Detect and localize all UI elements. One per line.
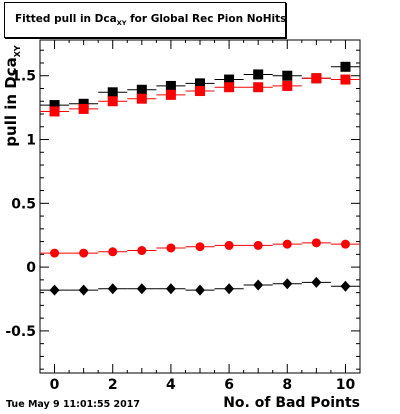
x-tick-label: 6 [224,377,234,393]
y-tick-label: 0.5 [11,196,36,212]
data-point-circle [224,240,234,250]
y-axis-label-subscript: XY [13,45,22,58]
y-tick-label: 0 [26,260,36,276]
data-point-diamond [282,278,293,290]
data-point-circle [166,243,176,253]
data-point-diamond [340,280,351,292]
data-point-square [195,86,205,97]
data-point-square [340,74,351,85]
data-point-square [311,73,322,84]
data-point-circle [311,238,321,248]
data-point-square [78,103,89,114]
timestamp: Tue May 9 11:01:55 2017 [6,399,140,410]
x-tick-label: 10 [336,377,356,393]
data-point-square [340,61,351,72]
data-point-square [282,80,293,91]
x-tick-label: 0 [50,377,60,393]
y-axis-label: pull in DcaXY [2,45,22,147]
x-tick-label: 2 [108,377,118,393]
data-point-diamond [136,283,147,295]
data-point-square [107,96,118,107]
data-point-square [136,93,147,104]
data-point-diamond [224,283,235,295]
data-point-circle [50,248,60,258]
x-tick-label: 4 [166,377,176,393]
data-point-square [282,70,293,81]
data-point-square [253,69,264,80]
data-point-square [136,84,147,95]
data-point-square [224,82,235,93]
y-tick-label: 1.5 [11,69,36,85]
data-point-square [78,98,89,109]
x-axis: 0 2 4 6 8 10 [50,40,361,393]
data-point-diamond [195,284,205,296]
data-point-square [224,74,235,85]
data-point-square [253,82,264,93]
data-point-diamond [311,276,322,288]
data-point-diamond [49,284,60,296]
data-point-circle [195,242,205,252]
data-point-square [165,80,176,91]
data-point-square [49,106,60,117]
title-box: Fitted pull in DcaXY for Global Rec Pion… [4,2,286,38]
data-point-diamond [78,284,89,296]
data-point-circle [108,247,118,257]
data-point-diamond [253,279,264,291]
data-point-square [49,100,60,111]
title-subscript: XY [116,19,127,27]
y-axis: -0.5 0 0.5 1 1.5 [5,49,360,370]
data-point-diamond [165,283,176,295]
data-point-circle [282,239,292,249]
y-tick-label: -0.5 [5,324,36,340]
data-point-square [165,89,176,100]
data-point-circle [340,239,350,249]
y-tick-label: 1 [26,133,36,149]
data-point-square [107,87,118,98]
series-layer [40,61,360,296]
x-tick-label: 8 [282,377,292,393]
data-point-circle [253,240,263,250]
chart-title: Fitted pull in DcaXY for Global Rec Pion… [15,13,287,27]
data-point-diamond [107,283,118,295]
data-point-circle [79,248,89,258]
data-point-square [195,78,205,89]
data-point-circle [137,246,147,256]
x-axis-label: No. of Bad Points [223,395,360,411]
